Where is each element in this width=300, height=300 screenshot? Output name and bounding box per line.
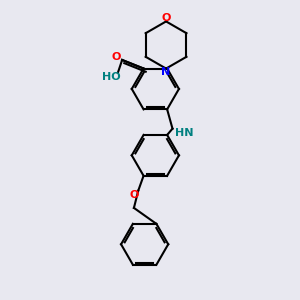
Text: HN: HN: [175, 128, 193, 138]
Text: N: N: [161, 67, 171, 77]
Text: HO: HO: [102, 72, 121, 82]
Text: O: O: [129, 190, 139, 200]
Text: O: O: [111, 52, 120, 62]
Text: O: O: [161, 13, 171, 23]
